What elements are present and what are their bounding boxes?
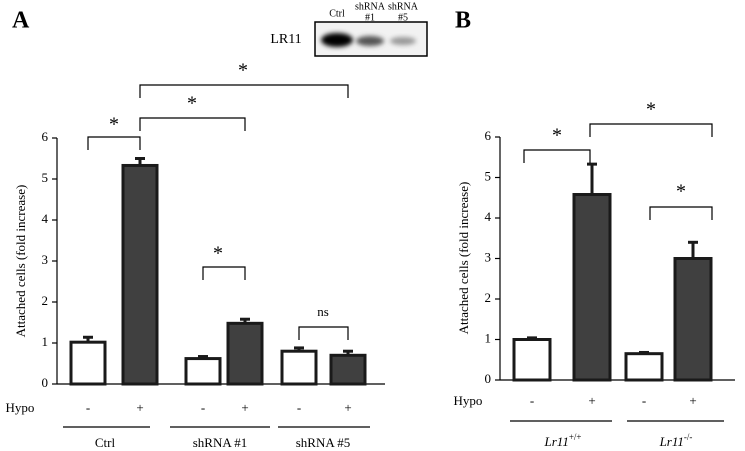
y-tick-label: 1 xyxy=(485,330,492,345)
hypo-label: Hypo xyxy=(454,393,483,408)
group-name: Ctrl xyxy=(95,435,116,450)
y-axis-label: Attached cells (fold increase) xyxy=(456,182,471,335)
x-tick-label: + xyxy=(344,400,351,415)
significance-label: * xyxy=(676,181,686,203)
group-label: Ctrl xyxy=(95,435,116,450)
error-bar xyxy=(294,346,304,352)
panel-label: A xyxy=(12,8,30,34)
x-tick-label: - xyxy=(86,400,90,415)
x-tick-label: + xyxy=(588,393,595,408)
band xyxy=(356,36,384,46)
significance-bracket xyxy=(589,123,713,137)
bar xyxy=(624,352,664,382)
x-tick-label: - xyxy=(530,393,534,408)
group-name: Lr11 xyxy=(544,434,569,449)
group-name: shRNA #1 xyxy=(193,435,248,450)
group-name: shRNA #5 xyxy=(296,435,351,450)
x-tick-label: + xyxy=(136,400,143,415)
bar xyxy=(184,357,222,386)
band xyxy=(321,33,353,47)
x-tick-label: - xyxy=(297,400,301,415)
y-tick-label: 4 xyxy=(485,209,492,224)
lane-label: Ctrl xyxy=(329,8,345,19)
group-label: Lr11+/+ xyxy=(544,432,582,449)
bar xyxy=(673,257,713,382)
error-bar xyxy=(198,355,208,359)
x-tick-label: - xyxy=(642,393,646,408)
significance-label: * xyxy=(646,99,656,121)
lane-label: shRNA xyxy=(355,1,386,12)
y-tick-label: 2 xyxy=(485,290,492,305)
bar xyxy=(121,163,159,386)
y-tick-label: 6 xyxy=(42,129,49,144)
group-label: shRNA #5 xyxy=(296,435,351,450)
y-tick-label: 2 xyxy=(42,293,49,308)
blot-label: LR11 xyxy=(270,32,301,47)
error-bar xyxy=(83,335,93,343)
lane-label: #5 xyxy=(398,12,408,23)
y-axis-label: Attached cells (fold increase) xyxy=(13,185,28,338)
bar xyxy=(69,340,107,386)
significance-label: ns xyxy=(317,304,329,319)
significance-bracket xyxy=(87,136,141,150)
error-bar xyxy=(135,157,145,166)
group-superscript: +/+ xyxy=(569,432,582,442)
x-tick-label: - xyxy=(201,400,205,415)
significance-bracket xyxy=(202,266,246,280)
significance-label: * xyxy=(238,60,248,82)
significance-bracket xyxy=(523,149,591,163)
y-tick-label: 5 xyxy=(485,168,492,183)
error-bar xyxy=(688,240,698,259)
panel-label: B xyxy=(455,8,471,34)
hypo-label: Hypo xyxy=(6,400,35,415)
group-superscript: -/- xyxy=(684,432,693,442)
y-tick-label: 3 xyxy=(485,249,492,264)
y-tick-label: 1 xyxy=(42,334,49,349)
significance-label: * xyxy=(552,125,562,147)
lane-label: #1 xyxy=(365,12,375,23)
bar xyxy=(280,349,318,386)
bar xyxy=(226,321,264,386)
bar xyxy=(329,353,367,386)
significance-bracket xyxy=(298,326,349,340)
significance-bracket xyxy=(139,84,349,98)
significance-label: * xyxy=(109,114,119,136)
error-bar xyxy=(527,336,537,340)
y-tick-label: 0 xyxy=(42,375,49,390)
error-bar xyxy=(343,349,353,356)
y-tick-label: 4 xyxy=(42,211,49,226)
group-name: Lr11 xyxy=(659,434,684,449)
error-bar xyxy=(639,350,649,354)
bar xyxy=(512,338,552,382)
significance-bracket xyxy=(649,206,713,220)
y-tick-label: 3 xyxy=(42,252,49,267)
error-bar xyxy=(240,317,250,324)
group-label: Lr11-/- xyxy=(659,432,693,449)
error-bar xyxy=(587,162,597,195)
y-tick-label: 6 xyxy=(485,128,492,143)
western-blot xyxy=(314,21,428,57)
lane-label: shRNA xyxy=(388,1,419,12)
significance-label: * xyxy=(213,243,223,265)
significance-label: * xyxy=(187,93,197,115)
band xyxy=(390,37,416,45)
y-tick-label: 0 xyxy=(485,371,492,386)
x-tick-label: + xyxy=(689,393,696,408)
x-tick-label: + xyxy=(241,400,248,415)
y-tick-label: 5 xyxy=(42,170,49,185)
group-label: shRNA #1 xyxy=(193,435,248,450)
bar xyxy=(572,193,612,382)
significance-bracket xyxy=(139,117,246,131)
